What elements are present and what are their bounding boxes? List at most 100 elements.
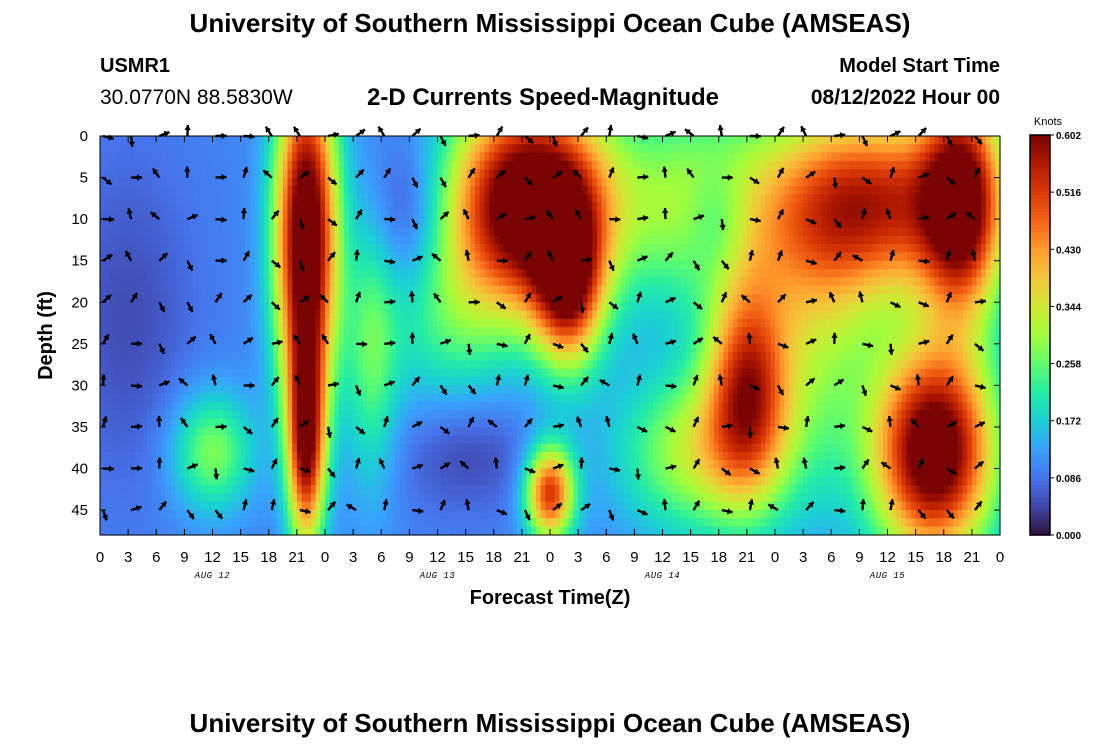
heatmap-cell	[418, 410, 425, 420]
heatmap-cell	[423, 136, 429, 145]
heatmap-cell	[132, 302, 139, 312]
heatmap-cell	[339, 526, 345, 536]
heatmap-cell	[582, 219, 589, 229]
heatmap-cell	[507, 269, 514, 278]
heatmap-cell	[564, 443, 570, 453]
heatmap-cell	[409, 302, 415, 312]
heatmap-cell	[343, 194, 350, 204]
heatmap-cell	[371, 144, 378, 154]
heatmap-cell	[264, 510, 270, 519]
heatmap-cell	[526, 152, 532, 162]
heatmap-cell	[217, 260, 223, 270]
heatmap-cell	[231, 418, 237, 428]
heatmap-cell	[432, 493, 439, 503]
heatmap-cell	[142, 293, 148, 303]
heatmap-cell	[325, 426, 331, 436]
heatmap-cell	[207, 177, 214, 187]
heatmap-cell	[273, 418, 279, 428]
heatmap-cell	[273, 202, 279, 212]
heatmap-cell	[146, 210, 153, 220]
heatmap-cell	[114, 227, 120, 237]
heatmap-cell	[217, 443, 223, 453]
heatmap-cell	[489, 227, 495, 237]
heatmap-cell	[446, 526, 453, 536]
heatmap-cell	[568, 385, 575, 395]
heatmap-cell	[278, 293, 284, 303]
heatmap-cell	[390, 460, 396, 470]
heatmap-cell	[409, 144, 415, 154]
heatmap-cell	[385, 510, 392, 519]
heatmap-cell	[273, 136, 279, 145]
heatmap-cell	[179, 518, 185, 528]
heatmap-cell	[484, 235, 490, 245]
heatmap-cell	[493, 177, 500, 187]
heatmap-cell	[310, 385, 317, 395]
heatmap-cell	[550, 194, 556, 204]
heatmap-cell	[362, 144, 368, 154]
heatmap-cell	[376, 160, 382, 170]
heatmap-cell	[568, 318, 575, 328]
heatmap-cell	[503, 518, 509, 528]
heatmap-cell	[531, 476, 537, 486]
heatmap-cell	[554, 285, 560, 295]
heatmap-cell	[446, 410, 453, 420]
heatmap-cell	[100, 460, 106, 470]
heatmap-cell	[526, 343, 532, 353]
heatmap-cell	[381, 219, 387, 229]
heatmap-cell	[203, 368, 209, 378]
heatmap-cell	[507, 435, 514, 445]
heatmap-cell	[437, 443, 443, 453]
heatmap-cell	[493, 526, 500, 536]
heatmap-cell	[175, 219, 181, 229]
heatmap-cell	[503, 435, 509, 445]
heatmap-cell	[189, 526, 195, 536]
heatmap-cell	[165, 476, 171, 486]
heatmap-cell	[268, 451, 275, 461]
heatmap-cell	[142, 385, 148, 395]
heatmap-cell	[259, 510, 265, 519]
heatmap-cell	[582, 426, 589, 436]
heatmap-cell	[334, 402, 340, 411]
heatmap-cell	[367, 244, 373, 253]
heatmap-cell	[198, 219, 204, 229]
heatmap-cell	[292, 260, 298, 270]
heatmap-cell	[221, 194, 228, 204]
heatmap-cell	[123, 285, 129, 295]
heatmap-cell	[353, 160, 359, 170]
heatmap-cell	[432, 435, 439, 445]
heatmap-cell	[418, 451, 425, 461]
heatmap-cell	[479, 244, 485, 253]
heatmap-cell	[578, 144, 584, 154]
heatmap-cell	[123, 219, 129, 229]
heatmap-cell	[423, 360, 429, 370]
heatmap-cell	[526, 501, 532, 511]
heatmap-cell	[428, 327, 434, 337]
heatmap-cell	[390, 177, 396, 187]
heatmap-cell	[489, 252, 495, 262]
heatmap-cell	[446, 152, 453, 162]
heatmap-cell	[526, 402, 532, 411]
heatmap-cell	[259, 160, 265, 170]
heatmap-cell	[301, 210, 307, 220]
heatmap-cell	[282, 518, 289, 528]
heatmap-cell	[432, 302, 439, 312]
heatmap-cell	[479, 235, 485, 245]
heatmap-cell	[540, 136, 546, 145]
heatmap-cell	[287, 360, 293, 370]
heatmap-cell	[156, 244, 162, 253]
heatmap-cell	[484, 352, 490, 362]
heatmap-cell	[465, 402, 471, 411]
heatmap-cell	[217, 144, 223, 154]
heatmap-cell	[146, 510, 153, 519]
heatmap-cell	[264, 476, 270, 486]
heatmap-cell	[526, 144, 532, 154]
heatmap-cell	[114, 418, 120, 428]
heatmap-cell	[259, 185, 265, 195]
heatmap-cell	[259, 194, 265, 204]
heatmap-cell	[437, 426, 443, 436]
heatmap-cell	[315, 360, 321, 370]
heatmap-cell	[348, 144, 354, 154]
heatmap-cell	[306, 526, 312, 536]
heatmap-cell	[484, 402, 490, 411]
heatmap-cell	[442, 468, 448, 478]
